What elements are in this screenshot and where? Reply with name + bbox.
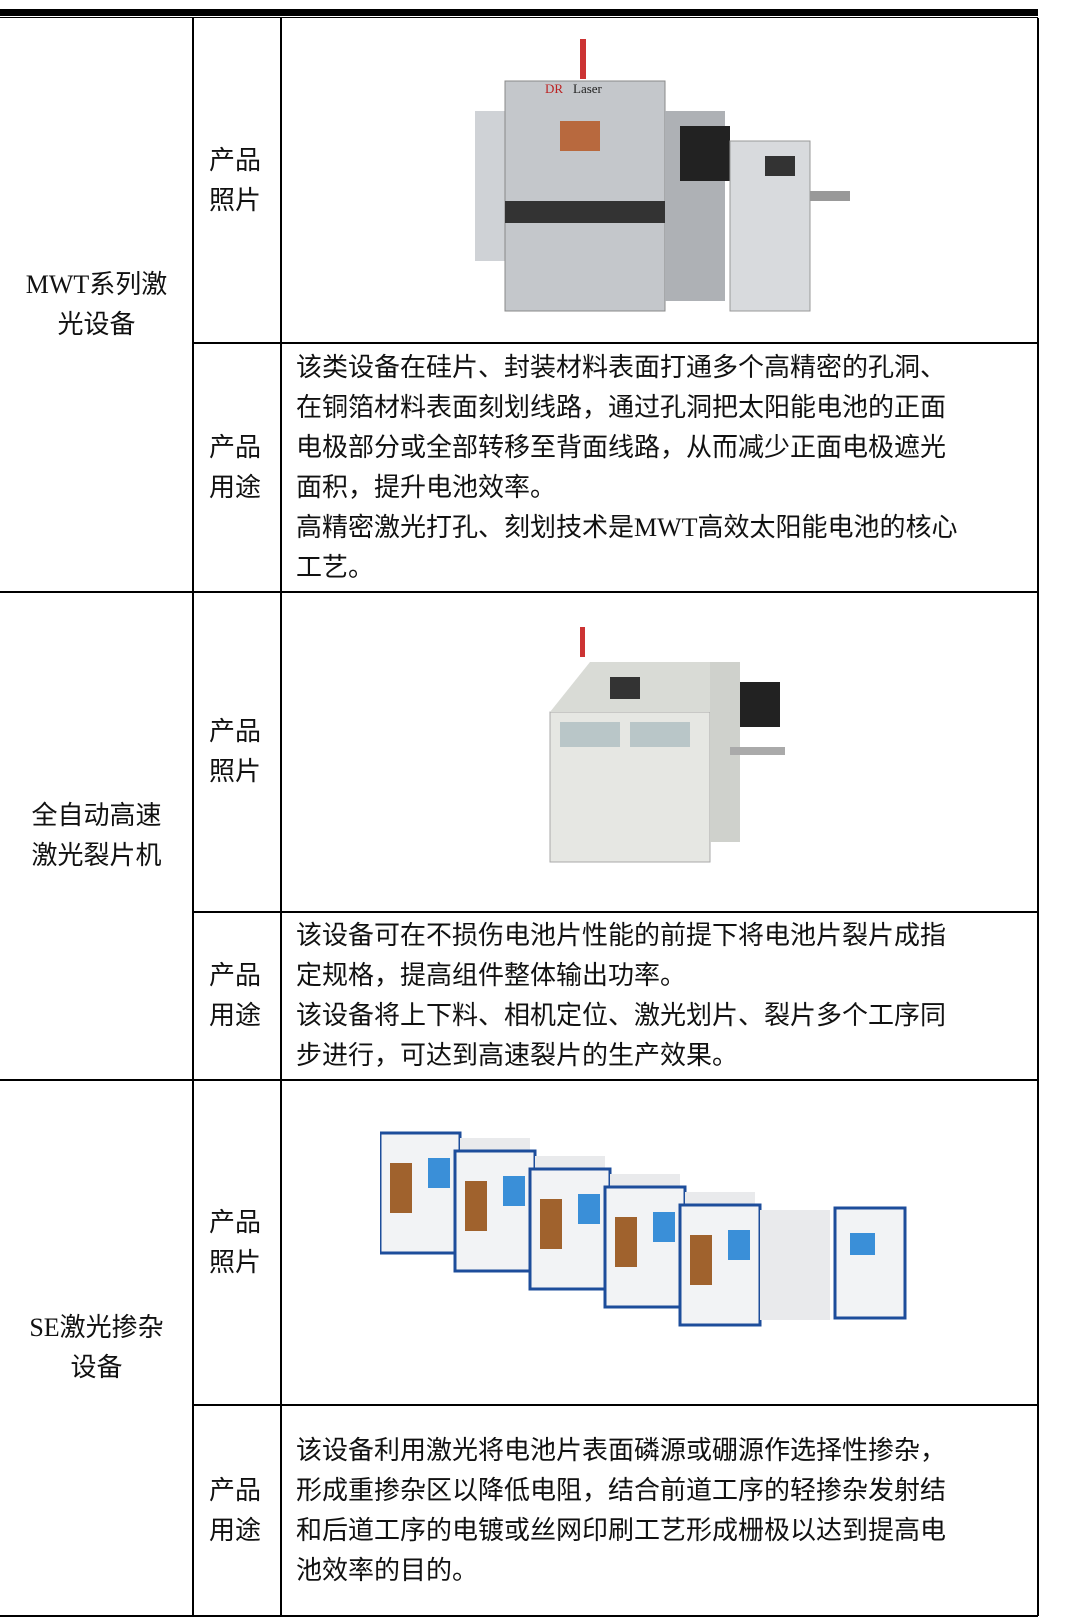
item-name-line: SE激光掺杂 [29, 1313, 164, 1342]
column-divider [280, 18, 282, 1616]
usage-line: 和后道工序的电镀或丝网印刷工艺形成栅极以达到提高电 [296, 1515, 947, 1545]
usage-line: 面积，提升电池效率。 [296, 472, 557, 502]
product-photo: DR Laser [281, 18, 1038, 343]
product-photo [281, 1080, 1038, 1405]
item-name-line: 全自动高速 [31, 801, 162, 830]
usage-paragraph: 该设备可在不损伤电池片性能的前提下将电池片裂片成指 定规格，提高组件整体输出功率。… [296, 916, 946, 1076]
item-name: MWT系列激 光设备 [0, 18, 193, 592]
photo-label: 产品照片 [193, 592, 281, 912]
photo-label: 产品照片 [193, 1080, 281, 1405]
usage-line: 该设备利用激光将电池片表面磷源或硼源作选择性掺杂， [296, 1435, 947, 1465]
usage-line: 形成重掺杂区以降低电阻，结合前道工序的轻掺杂发射结 [296, 1475, 947, 1505]
product-photo [281, 592, 1038, 912]
item-name: 全自动高速激光裂片机 [0, 592, 193, 1080]
row-divider [0, 591, 1038, 593]
item-name-line: 激光裂片机 [31, 841, 162, 870]
usage-paragraph: 该类设备在硅片、封装材料表面打通多个高精密的孔洞、 在铜箔材料表面刻划线路，通过孔… [296, 348, 958, 588]
usage-text: 该设备利用激光将电池片表面磷源或硼源作选择性掺杂， 形成重掺杂区以降低电阻，结合前… [281, 1405, 1038, 1616]
row-divider [193, 1404, 1038, 1406]
usage-line: 池效率的目的。 [296, 1555, 479, 1585]
usage-line: 定规格，提高组件整体输出功率。 [296, 961, 687, 990]
photo-label-text: 产品照片 [209, 145, 262, 215]
item-name: SE激光掺杂 设备 [0, 1080, 193, 1616]
top-rule [0, 9, 1038, 16]
svg-text:DR: DR [545, 81, 563, 96]
usage-paragraph: 该设备利用激光将电池片表面磷源或硼源作选择性掺杂， 形成重掺杂区以降低电阻，结合前… [296, 1431, 946, 1591]
usage-line: 电极部分或全部转移至背面线路，从而减少正面电极遮光 [296, 432, 947, 462]
usage-line: 步进行，可达到高速裂片的生产效果。 [296, 1041, 739, 1070]
usage-line: 该设备可在不损伤电池片性能的前提下将电池片裂片成指 [296, 921, 947, 950]
top-rule [0, 17, 1038, 18]
usage-line: 该设备将上下料、相机定位、激光划片、裂片多个工序同 [296, 1001, 947, 1030]
usage-line: 在铜箔材料表面刻划线路，通过孔洞把太阳能电池的正面 [296, 392, 947, 422]
svg-text:Laser: Laser [573, 81, 603, 96]
row-divider [193, 911, 1038, 913]
usage-label-text: 产品用途 [209, 961, 262, 1030]
row-divider [0, 1079, 1038, 1081]
usage-label: 产品用途 [193, 343, 281, 592]
row-divider [193, 342, 1038, 344]
usage-label: 产品用途 [193, 1405, 281, 1616]
usage-text: 该类设备在硅片、封装材料表面打通多个高精密的孔洞、 在铜箔材料表面刻划线路，通过孔… [281, 343, 1038, 592]
usage-text: 该设备可在不损伤电池片性能的前提下将电池片裂片成指 定规格，提高组件整体输出功率。… [281, 912, 1038, 1080]
item-name-line: 设备 [70, 1353, 123, 1382]
usage-label-text: 产品用途 [209, 432, 262, 502]
usage-line: 该类设备在硅片、封装材料表面打通多个高精密的孔洞、 [296, 352, 947, 382]
item-name-line: MWT系列激 [25, 270, 168, 299]
usage-line: 工艺。 [296, 552, 375, 582]
column-divider [1037, 18, 1039, 1616]
photo-label-text: 产品照片 [209, 717, 262, 786]
usage-label: 产品用途 [193, 912, 281, 1080]
usage-line: 高精密激光打孔、刻划技术是MWT高效太阳能电池的核心 [296, 512, 958, 542]
column-divider [192, 18, 194, 1616]
usage-label-text: 产品用途 [209, 1475, 262, 1545]
item-name-line: 光设备 [57, 310, 136, 339]
photo-label: 产品照片 [193, 18, 281, 343]
photo-label-text: 产品照片 [209, 1207, 262, 1277]
